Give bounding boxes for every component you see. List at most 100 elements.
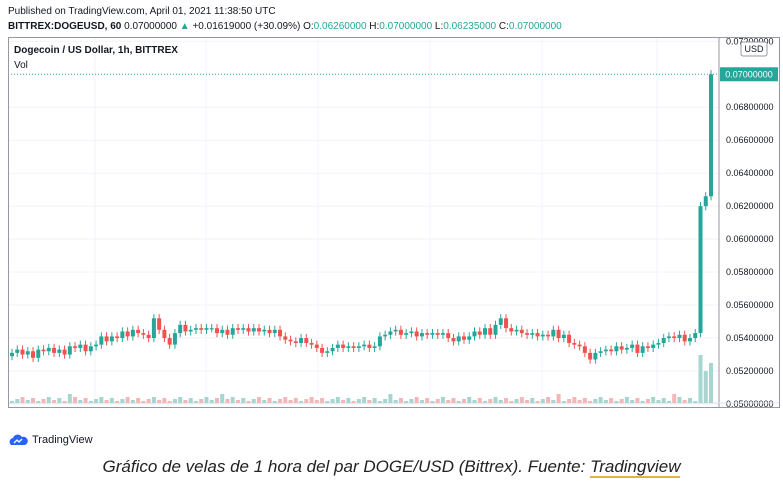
volume-bar [409,399,414,403]
candle-body [640,346,645,353]
volume-bar [178,397,183,403]
volume-bar [551,400,556,403]
candle-body [525,333,530,335]
caption-link[interactable]: Tradingview [590,457,681,478]
candle-body [451,338,456,342]
candle-body [603,349,608,352]
volume-bar [125,397,130,403]
last-price-label: 0.07000000 [725,69,773,79]
candle-body [367,344,372,348]
volume-bar [346,398,351,403]
candle-body [546,334,551,337]
volume-bar [120,399,125,403]
candle-body [651,344,656,348]
candle-body [609,349,614,352]
volume-bar [41,399,46,403]
candle-body [220,329,225,334]
candle-body [73,346,78,348]
candle-body [435,333,440,335]
close-label: C: [498,21,509,32]
candle-body [283,336,288,340]
candle-body [46,347,51,352]
candle-body [162,329,167,339]
candle-body [624,347,629,350]
tradingview-logo[interactable]: TradingView [8,434,93,446]
candle-body [446,333,451,339]
high-label: H: [369,21,380,32]
candle-body [267,329,272,334]
volume-bar [241,398,246,403]
volume-bar [556,394,561,403]
volume-bar [57,398,62,403]
volume-bar [619,399,624,403]
volume-bar [451,398,456,403]
candle-body [20,349,25,355]
volume-bar [314,400,319,403]
volume-bar [425,398,430,403]
volume-bar [325,401,330,403]
low-label: L: [434,21,444,32]
candle-body [377,336,382,347]
candle-body [404,333,409,335]
candle-body [78,344,83,348]
candle-body [272,329,277,334]
candle-body [115,336,120,339]
volume-bar [483,401,488,403]
volume-bar [446,400,451,403]
volume-bar [246,401,251,403]
volume-bar [193,401,198,403]
candle-body [314,344,319,348]
candle-body [225,329,230,335]
candlestick-chart[interactable]: 0.072000000.068000000.066000000.06400000… [8,37,780,408]
volume-bar [362,397,367,403]
symbol-price: 0.07000000 [124,21,177,32]
volume-bar [172,399,177,403]
volume-bar [46,397,51,403]
volume-bar [567,399,572,403]
volume-bar [372,398,377,403]
volume-bar [94,399,99,403]
candle-body [209,328,214,330]
volume-bar [136,398,141,403]
chart-frame [8,37,780,408]
y-tick-label: 0.06000000 [726,234,774,244]
volume-bar [209,400,214,403]
candle-body [456,336,461,342]
candle-body [136,329,141,334]
volume-bar [67,394,72,403]
volume-bar [278,399,283,403]
volume-bar [251,399,256,403]
candle-body [41,349,46,352]
candle-body [372,346,377,348]
candle-body [419,333,424,337]
open-label: O: [303,21,314,32]
volume-bar [235,400,240,403]
candle-body [682,334,687,342]
candle-body [430,333,435,335]
candle-body [567,334,572,343]
volume-bar [703,371,708,403]
volume-bar [693,401,698,403]
volume-bar [367,400,372,403]
volume-bar [677,397,682,403]
candle-body [672,336,677,339]
candle-body [687,338,692,342]
caption-text: Gráfico de velas de 1 hora del par DOGE/… [102,457,591,476]
candle-body [31,351,36,358]
candle-body [188,329,193,332]
currency-box [740,41,768,57]
candle-body [698,206,703,334]
volume-bar [672,394,677,403]
y-tick-label: 0.06600000 [726,135,774,145]
candle-body [535,333,540,337]
volume-bar [440,397,445,403]
volume-bar [272,401,277,403]
last-price-box [720,67,778,82]
volume-bar [83,398,88,403]
volume-bar [183,400,188,403]
candle-body [141,333,146,335]
volume-bar [31,398,36,403]
volume-bar [15,399,20,403]
candle-body [125,331,130,337]
candle-body [36,349,41,358]
